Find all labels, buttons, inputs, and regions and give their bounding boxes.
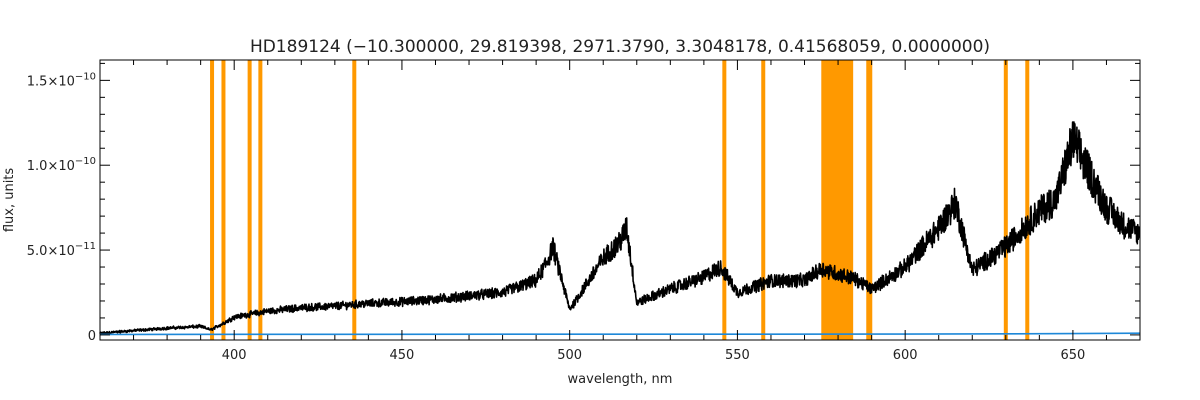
plot-frame: [99, 59, 1141, 341]
masked-regions: [210, 60, 1030, 340]
x-tick-label: 500: [557, 348, 582, 363]
masked-line: [722, 60, 727, 340]
masked-band: [821, 60, 854, 340]
masked-line: [868, 60, 873, 340]
masked-line: [1025, 60, 1030, 340]
y-axis-label: flux, units: [2, 168, 17, 233]
masked-line: [1003, 60, 1008, 340]
axes: [99, 59, 1141, 341]
masked-line: [866, 60, 871, 340]
y-tick-label: 1.0×10−10: [27, 156, 96, 174]
x-tick-label: 600: [893, 348, 918, 363]
x-axis-label: wavelength, nm: [568, 372, 673, 387]
y-tick-label: 0: [88, 329, 96, 344]
masked-line: [761, 60, 766, 340]
masked-line: [258, 60, 263, 340]
x-tick-label: 650: [1060, 348, 1085, 363]
y-tick-label: 5.0×10−11: [27, 241, 96, 259]
x-tick-label: 550: [725, 348, 750, 363]
masked-line: [247, 60, 252, 340]
masked-line: [221, 60, 226, 340]
x-tick-label: 400: [222, 348, 247, 363]
x-tick-label: 450: [390, 348, 415, 363]
masked-line: [352, 60, 357, 340]
x-ticks: 400 450 500 550 600 650: [133, 60, 1107, 363]
flux-series-line: [99, 121, 1141, 335]
masked-line: [210, 60, 215, 340]
y-ticks: 0 5.0×10−11 1.0×10−10 1.5×10−10: [27, 62, 1140, 344]
y-tick-label: 1.5×10−10: [27, 71, 96, 89]
chart-title: HD189124 (−10.300000, 29.819398, 2971.37…: [250, 37, 990, 57]
